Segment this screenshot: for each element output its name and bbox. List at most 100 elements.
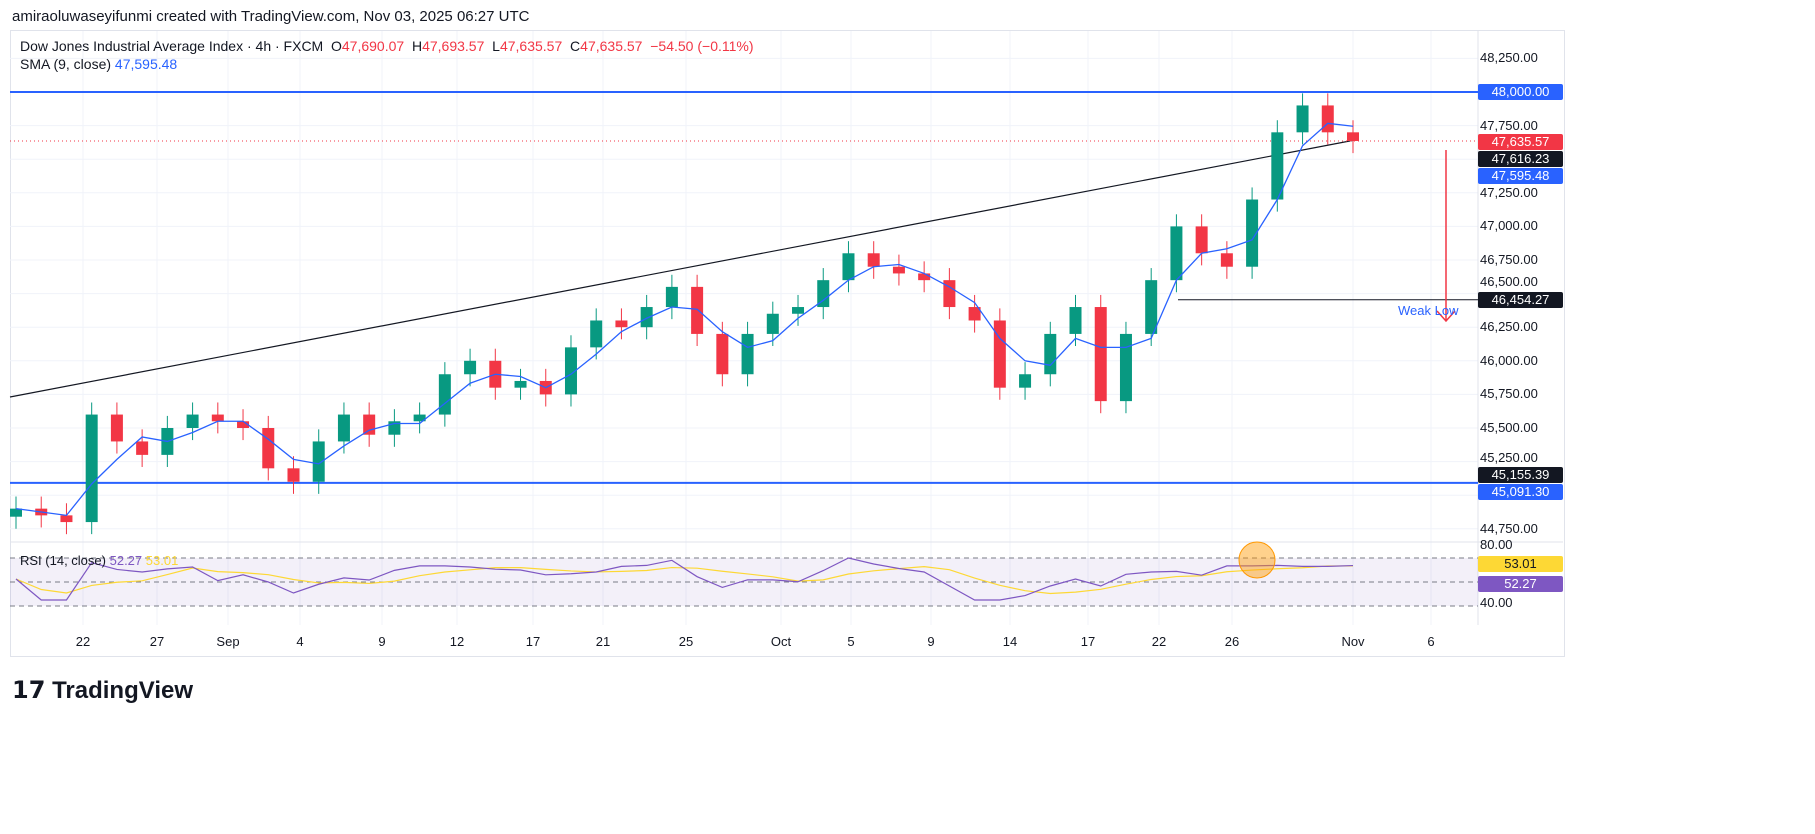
candle-body xyxy=(665,286,678,308)
price-box-low: 45,155.39 xyxy=(1478,467,1563,483)
price-tick-label: 45,250.00 xyxy=(1480,450,1538,465)
price-tick-label: 46,000.00 xyxy=(1480,352,1538,368)
candle-body xyxy=(892,266,905,274)
candle-body xyxy=(766,313,779,334)
date-tick-label: 14 xyxy=(1002,634,1018,649)
candle-body xyxy=(413,414,426,422)
logo-text: TradingView xyxy=(52,677,194,704)
candle-body xyxy=(1296,105,1309,133)
price-tick-label: 48,250.00 xyxy=(1480,50,1538,66)
candle-body xyxy=(1220,253,1233,267)
candle-body xyxy=(287,468,300,482)
date-tick-label: 12 xyxy=(449,634,465,649)
down-arrow-head xyxy=(1436,310,1456,323)
symbol-legend: Dow Jones Industrial Average Index · 4h … xyxy=(20,38,754,54)
price-box-weak-low: 46,454.27 xyxy=(1478,292,1563,308)
high-label: H xyxy=(411,38,423,54)
sma-label: SMA (9, close) xyxy=(20,56,112,72)
candle-body xyxy=(1246,199,1259,267)
rsi-line xyxy=(15,557,1354,601)
candle-body xyxy=(10,508,22,517)
rsi-ma-box: 53.01 xyxy=(1478,556,1563,572)
candle-body xyxy=(590,320,603,348)
price-tick-label: 45,750.00 xyxy=(1480,386,1538,402)
weak-low-annotation: Weak Low xyxy=(1398,303,1459,318)
candle-body xyxy=(867,253,880,267)
candle-body xyxy=(1347,132,1359,141)
candle-body xyxy=(1321,105,1334,133)
price-box-support: 45,091.30 xyxy=(1478,484,1563,500)
candle-body xyxy=(968,307,981,321)
price-tick-label: 45,500.00 xyxy=(1480,420,1538,435)
candle-body xyxy=(564,347,577,395)
candle-body xyxy=(842,253,855,281)
candle-body xyxy=(943,280,956,308)
date-tick-label: 5 xyxy=(847,634,855,649)
date-tick-label: 21 xyxy=(595,634,611,649)
candle-body xyxy=(716,333,729,375)
candle-body xyxy=(615,320,628,328)
price-tick-label: 46,750.00 xyxy=(1480,252,1538,267)
candle-body xyxy=(85,414,98,523)
date-tick-label: 6 xyxy=(1427,634,1435,649)
price-box-48000: 48,000.00 xyxy=(1478,84,1563,100)
date-tick-label: 9 xyxy=(927,634,935,649)
price-box-sma: 47,595.48 xyxy=(1478,168,1563,184)
candle-body xyxy=(237,421,250,428)
sma-legend: SMA (9, close) 47,595.48 xyxy=(20,56,177,72)
candle-body xyxy=(640,307,653,328)
logo-icon: 𝟭𝟳 xyxy=(12,677,53,704)
rsi-ma-value: 53.01 xyxy=(145,553,179,568)
low-value: 47,635.57 xyxy=(499,38,563,54)
date-tick-label: 22 xyxy=(75,634,91,649)
price-tick-label: 47,750.00 xyxy=(1480,117,1538,133)
candle-body xyxy=(1170,226,1183,281)
candle-body xyxy=(514,380,527,388)
candle-body xyxy=(1195,226,1208,254)
candle-body xyxy=(817,280,830,308)
candle-body xyxy=(918,273,931,281)
date-tick-label: 17 xyxy=(525,634,541,649)
rsi-label: RSI (14, close) xyxy=(20,553,106,568)
price-tick-label: 46,250.00 xyxy=(1480,319,1538,335)
high-value: 47,693.57 xyxy=(422,38,485,54)
candle-body xyxy=(1019,374,1032,388)
price-tick-label: 44,750.00 xyxy=(1480,520,1538,536)
sma-line xyxy=(15,122,1354,517)
tradingview-logo[interactable]: 𝟭𝟳 TradingView xyxy=(12,676,193,705)
candle-body xyxy=(792,307,805,314)
close-label: C xyxy=(570,38,581,54)
open-label: O xyxy=(331,38,342,54)
rsi-box: 52.27 xyxy=(1478,576,1563,592)
date-tick-label: 9 xyxy=(378,634,386,649)
close-value: 47,635.57 xyxy=(580,38,643,54)
low-label: L xyxy=(492,38,500,54)
date-tick-label: 27 xyxy=(149,634,165,649)
chart-frame[interactable] xyxy=(10,30,1565,657)
candle-body xyxy=(211,414,224,422)
price-box-last: 47,635.57 xyxy=(1478,134,1563,150)
candle-body xyxy=(1119,333,1132,402)
candle-body xyxy=(136,441,149,455)
date-tick-label: 26 xyxy=(1224,634,1240,649)
candle-body xyxy=(1044,333,1057,375)
open-value: 47,690.07 xyxy=(341,38,405,54)
date-tick-label: 17 xyxy=(1080,634,1096,649)
date-tick-label: Nov xyxy=(1341,634,1365,649)
date-tick-label: 25 xyxy=(678,634,694,649)
candle-body xyxy=(1145,280,1158,334)
change-value: −54.50 (−0.11%) xyxy=(650,38,754,54)
candle-body xyxy=(110,414,123,442)
candle-body xyxy=(464,360,477,375)
rsi-value: 52.27 xyxy=(109,553,143,568)
candle-body xyxy=(691,286,704,334)
candle-body xyxy=(1271,132,1284,200)
candle-body xyxy=(438,374,451,415)
candle-body xyxy=(1094,307,1107,402)
candle-body xyxy=(186,414,199,428)
symbol-title: Dow Jones Industrial Average Index · 4h … xyxy=(20,38,324,54)
price-tick-label: 47,250.00 xyxy=(1480,184,1538,200)
date-tick-label: Oct xyxy=(770,634,792,649)
trendline xyxy=(9,139,1356,398)
